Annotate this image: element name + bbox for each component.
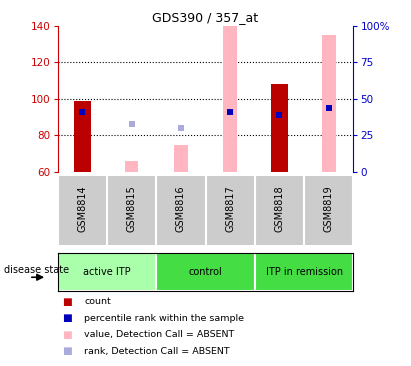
Text: value, Detection Call = ABSENT: value, Detection Call = ABSENT xyxy=(84,330,235,339)
Text: GSM8815: GSM8815 xyxy=(127,186,136,232)
Bar xyxy=(223,26,237,172)
Text: rank, Detection Call = ABSENT: rank, Detection Call = ABSENT xyxy=(84,347,230,356)
Bar xyxy=(156,253,255,291)
Text: GSM8819: GSM8819 xyxy=(324,186,334,232)
Title: GDS390 / 357_at: GDS390 / 357_at xyxy=(152,11,259,25)
Text: GSM8817: GSM8817 xyxy=(225,186,235,232)
Text: ■: ■ xyxy=(62,313,72,324)
Text: ■: ■ xyxy=(62,346,72,356)
Text: GSM8816: GSM8816 xyxy=(176,186,186,232)
Bar xyxy=(174,145,188,172)
Bar xyxy=(322,35,336,172)
Text: GSM8818: GSM8818 xyxy=(275,186,284,232)
Text: ■: ■ xyxy=(62,330,72,340)
Bar xyxy=(58,253,156,291)
Text: percentile rank within the sample: percentile rank within the sample xyxy=(84,314,244,323)
Text: GSM8814: GSM8814 xyxy=(77,186,87,232)
Text: ■: ■ xyxy=(62,297,72,307)
Bar xyxy=(255,253,353,291)
Bar xyxy=(125,161,139,172)
Text: ITP in remission: ITP in remission xyxy=(266,267,343,277)
Text: active ITP: active ITP xyxy=(83,267,131,277)
Text: count: count xyxy=(84,298,111,306)
Bar xyxy=(74,101,91,172)
Text: disease state: disease state xyxy=(4,265,69,275)
Bar xyxy=(271,84,288,172)
Text: control: control xyxy=(189,267,222,277)
